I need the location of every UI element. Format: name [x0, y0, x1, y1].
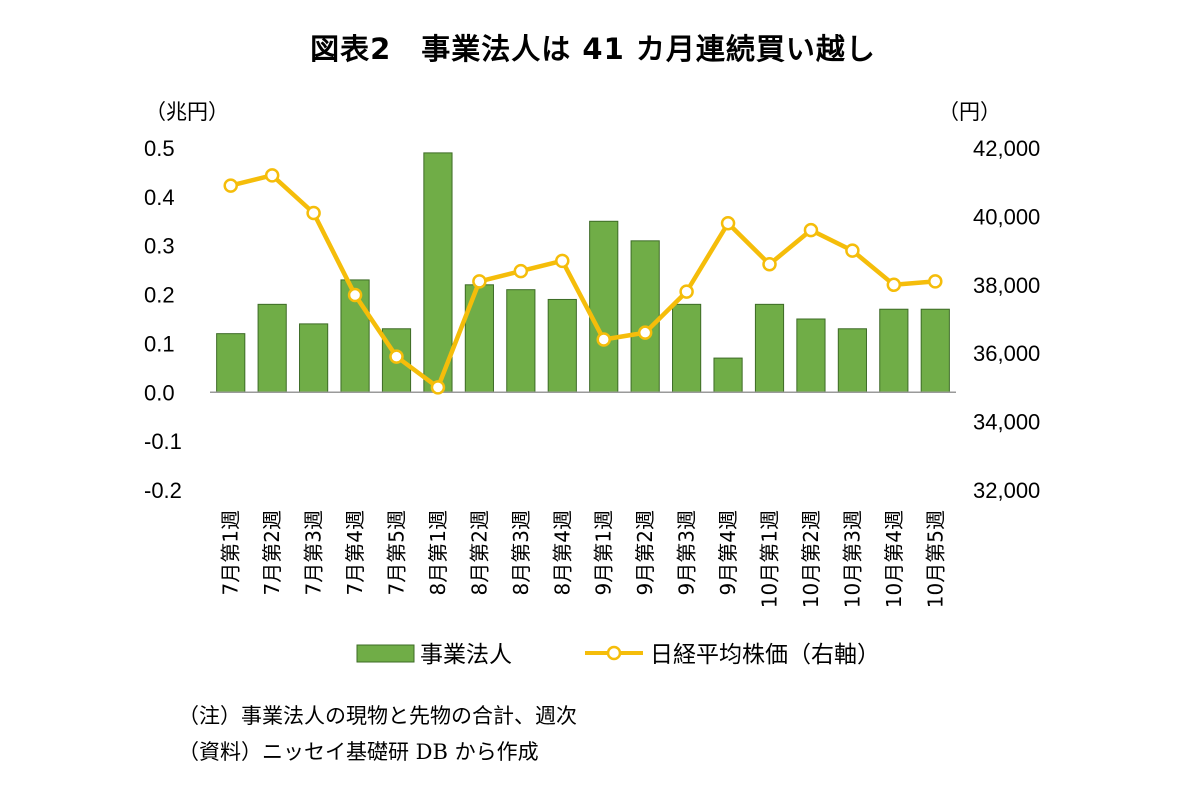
left-tick-label: 0.1 [144, 331, 175, 356]
category-label: 7月第2週 [260, 510, 284, 595]
line-point [886, 277, 902, 293]
line-point [762, 257, 777, 272]
line-point [347, 287, 363, 303]
right-tick-label: 40,000 [973, 204, 1040, 229]
bar [837, 328, 867, 393]
category-label: 7月第3週 [302, 510, 326, 595]
line-point [928, 274, 943, 289]
line-point [513, 263, 529, 279]
bar [423, 152, 453, 393]
left-tick-label: 0.0 [144, 380, 175, 405]
left-tick-label: -0.1 [144, 429, 182, 454]
line-point [264, 168, 280, 183]
left-axis-ticks: 0.5 0.4 0.3 0.2 0.1 0.0 -0.1 -0.2 [144, 136, 182, 503]
left-tick-label: 0.3 [144, 234, 175, 259]
bar [630, 240, 660, 393]
line-point [389, 349, 404, 364]
bar [754, 303, 785, 393]
category-label: 10月第2週 [799, 510, 823, 608]
category-label: 8月第3週 [509, 510, 533, 595]
line-point [596, 332, 611, 347]
category-labels: 7月第1週 7月第2週 7月第3週 7月第4週 7月第5週 8月第1週 8月第2週 8月第3週… [219, 510, 948, 608]
left-tick-label: -0.2 [144, 478, 182, 503]
category-label: 7月第5週 [385, 510, 409, 595]
line-point [637, 325, 653, 340]
line-point [803, 222, 819, 238]
right-tick-label: 42,000 [973, 136, 1040, 161]
category-label: 8月第1週 [426, 510, 450, 595]
bar [589, 220, 619, 393]
category-label: 9月第1週 [592, 510, 616, 595]
category-label: 8月第4週 [550, 510, 574, 595]
bar [796, 318, 826, 393]
right-tick-label: 34,000 [973, 410, 1040, 435]
right-axis-unit: （円） [938, 100, 1001, 124]
category-label: 10月第4週 [882, 510, 906, 608]
line-point [306, 205, 321, 221]
right-tick-label: 36,000 [973, 341, 1040, 366]
category-label: 10月第1週 [758, 510, 782, 608]
right-axis-ticks: 42,000 40,000 38,000 36,000 34,000 32,000 [973, 136, 1040, 503]
series-line [230, 173, 936, 390]
source-text: （資料）ニッセイ基礎研 DB から作成 [178, 740, 539, 764]
left-tick-label: 0.5 [144, 136, 175, 161]
line-series [223, 168, 943, 395]
category-label: 8月第2週 [467, 510, 491, 595]
category-label: 9月第3週 [675, 510, 699, 595]
line-point [720, 215, 736, 231]
category-label: 9月第2週 [633, 510, 657, 595]
legend-line-label: 日経平均株価（右軸） [650, 642, 880, 668]
chart-title: 図表2 事業法人は 41 カ月連続買い越し [310, 32, 876, 66]
bar [216, 333, 246, 393]
bar [920, 308, 950, 393]
line-point [555, 253, 570, 269]
left-tick-label: 0.2 [144, 283, 175, 308]
category-label: 7月第1週 [219, 510, 243, 595]
bar [299, 323, 329, 393]
category-label: 10月第3週 [840, 510, 864, 608]
legend: 事業法人 日経平均株価（右軸） [356, 642, 880, 668]
right-tick-label: 32,000 [973, 478, 1040, 503]
line-point [472, 274, 487, 289]
legend-bar-label: 事業法人 [420, 642, 512, 668]
bar [879, 308, 909, 393]
legend-line-marker [606, 645, 622, 661]
bar [257, 303, 287, 393]
category-label: 10月第5週 [923, 510, 947, 608]
bar [713, 357, 743, 393]
bar [672, 303, 702, 393]
line-point [679, 284, 694, 299]
left-tick-label: 0.4 [144, 185, 175, 210]
legend-bar-swatch [356, 644, 415, 663]
right-tick-label: 38,000 [973, 273, 1040, 298]
left-axis-unit: （兆円） [145, 100, 229, 124]
line-point [845, 243, 860, 258]
bar [506, 289, 536, 393]
category-label: 7月第4週 [343, 510, 367, 595]
category-label: 9月第4週 [716, 510, 740, 595]
bar [547, 298, 577, 393]
line-point [223, 178, 238, 193]
line-point [430, 380, 446, 395]
note-text: （注）事業法人の現物と先物の合計、週次 [178, 704, 577, 728]
bar-series [216, 152, 950, 393]
